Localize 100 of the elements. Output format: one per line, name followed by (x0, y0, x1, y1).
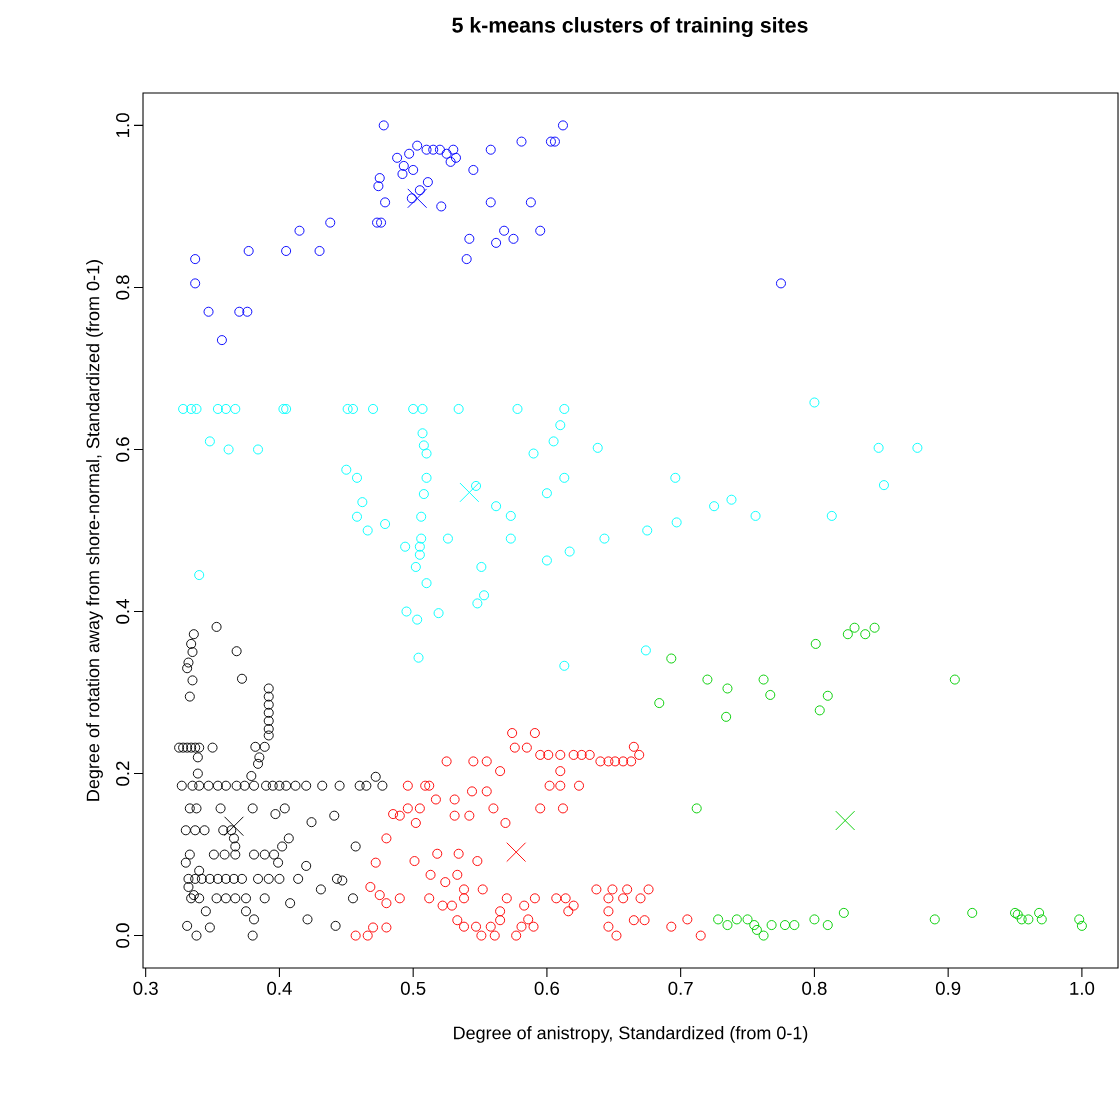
point (434, 144, 445, 155)
point (751, 924, 762, 935)
point (372, 217, 383, 228)
x-tick-label: 0.5 (400, 981, 426, 995)
point (775, 278, 786, 289)
point (838, 907, 849, 918)
point (691, 803, 702, 814)
point (468, 164, 479, 175)
point (1036, 914, 1047, 925)
point (842, 629, 853, 640)
point (809, 914, 820, 925)
point (421, 144, 432, 155)
point (789, 920, 800, 931)
point (758, 674, 769, 685)
point (722, 920, 733, 931)
point (557, 120, 568, 131)
point (436, 201, 447, 212)
point (722, 683, 733, 694)
point (814, 705, 825, 716)
point (459, 482, 480, 503)
y-axis-title: Degree of rotation away from shore-normal, Standardized (from 0-1) (86, 260, 103, 801)
point (766, 920, 777, 931)
point (654, 698, 665, 709)
point (1074, 914, 1085, 925)
point (374, 173, 385, 184)
y-tick-label: 0.0 (116, 923, 130, 948)
point (422, 177, 433, 188)
point (545, 136, 556, 147)
point (1034, 907, 1045, 918)
point (869, 622, 880, 633)
point (243, 245, 254, 256)
point (392, 152, 403, 163)
point (779, 920, 790, 931)
point (491, 237, 502, 248)
point (216, 335, 227, 346)
point (373, 181, 384, 192)
point (404, 148, 415, 159)
point (294, 225, 305, 236)
point (203, 306, 214, 317)
x-axis-title: Degree of anistropy, Standardized (from 0-1) (454, 1026, 808, 1043)
point (406, 193, 417, 204)
point (1076, 920, 1087, 931)
point (822, 920, 833, 931)
point (549, 136, 560, 147)
point (835, 810, 856, 831)
point (967, 907, 978, 918)
point (749, 920, 760, 931)
point (1023, 914, 1034, 925)
y-tick-label: 0.8 (116, 275, 130, 300)
y-tick-label: 0.2 (116, 761, 130, 786)
point (758, 930, 769, 941)
point (860, 629, 871, 640)
point (713, 914, 724, 925)
point (397, 169, 408, 180)
point (314, 245, 325, 256)
point (721, 711, 732, 722)
point (450, 152, 461, 163)
point (445, 156, 456, 167)
point (822, 690, 833, 701)
point (525, 197, 536, 208)
point (242, 306, 253, 317)
point (742, 914, 753, 925)
y-tick-label: 0.4 (116, 599, 130, 624)
y-tick-label: 1.0 (116, 113, 130, 137)
point (508, 233, 519, 244)
point (461, 254, 472, 265)
point (398, 160, 409, 171)
point (666, 653, 677, 664)
chart-title: 5 k-means clusters of training sites (452, 17, 808, 37)
point (506, 842, 527, 863)
point (234, 306, 245, 317)
point (281, 245, 292, 256)
point (190, 278, 201, 289)
point (949, 674, 960, 685)
point (464, 233, 475, 244)
x-tick-label: 0.4 (267, 981, 292, 995)
point (702, 674, 713, 685)
point (408, 164, 419, 175)
point (448, 144, 459, 155)
point (407, 188, 428, 209)
x-tick-label: 0.8 (802, 981, 827, 995)
point (499, 225, 510, 236)
point (224, 816, 244, 837)
y-tick-label: 0.6 (116, 437, 130, 462)
point (929, 914, 940, 925)
point (428, 144, 439, 155)
point (376, 217, 387, 228)
x-tick-label: 0.7 (668, 981, 693, 995)
point (810, 638, 821, 649)
x-tick-label: 0.3 (133, 981, 158, 995)
point (535, 225, 546, 236)
point (485, 197, 496, 208)
x-tick-label: 1.0 (1070, 981, 1095, 995)
point (516, 136, 527, 147)
point (1016, 914, 1027, 925)
point (378, 120, 389, 131)
x-tick-label: 0.9 (935, 981, 961, 995)
point (380, 197, 391, 208)
point (325, 217, 336, 228)
point (765, 689, 776, 700)
